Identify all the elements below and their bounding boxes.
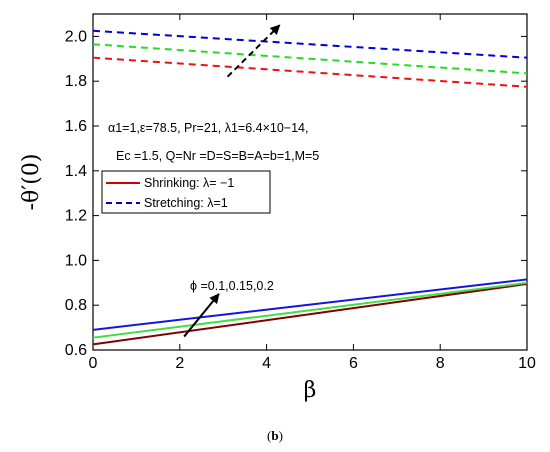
y-tick-label: 1.4 [65, 163, 87, 180]
y-axis-title: -θ′(0) [19, 154, 44, 211]
annotation-arrow-0 [226, 24, 281, 78]
x-tick-label: 2 [175, 355, 184, 372]
y-tick-label: 2.0 [65, 28, 87, 45]
legend-label-stretching: Stretching: λ=1 [144, 196, 228, 210]
x-tick-label: 4 [262, 355, 271, 372]
x-tick-label: 0 [89, 355, 98, 372]
series-line-shrinking-4 [92, 281, 528, 339]
annotation-arrows [183, 24, 281, 338]
annotation-arrow-1 [183, 293, 220, 338]
params-annotation-line2: Ec =1.5, Q=Nr =D=S=B=A=b=1,M=5 [116, 149, 319, 163]
params-annotation-line1: α1=1,ε=78.5, Pr=21, λ1=6.4×10−14, [108, 121, 308, 135]
y-tick-label: 1.8 [65, 73, 87, 90]
series-line-stretching-0 [92, 56, 528, 88]
x-axis-title: β [304, 378, 317, 403]
y-tick-label: 0.8 [65, 297, 87, 314]
x-tick-label: 10 [518, 355, 536, 372]
legend: Shrinking: λ= −1 Stretching: λ=1 [101, 170, 271, 214]
plot-frame [92, 13, 528, 351]
chart: 0 2 4 6 8 10 0.6 0.8 1.0 1.2 1.4 1.6 1.8 2.0 β -θ′(0)… [19, 13, 536, 403]
panel-label: (b) [267, 428, 283, 443]
axis-ticks: 0 2 4 6 8 10 0.6 0.8 1.0 1.2 1.4 1.6 1.8 2.0 [65, 14, 536, 372]
y-tick-label: 1.2 [65, 208, 87, 225]
phi-annotation: ϕ =0.1,0.15,0.2 [190, 279, 274, 293]
x-tick-label: 6 [349, 355, 358, 372]
legend-box [101, 170, 271, 214]
y-tick-label: 1.6 [65, 118, 87, 135]
series-line-shrinking-5 [92, 278, 528, 331]
x-tick-label: 8 [436, 355, 445, 372]
y-tick-label: 1.0 [65, 252, 87, 269]
series-line-stretching-2 [92, 29, 528, 59]
legend-label-shrinking: Shrinking: λ= −1 [144, 176, 234, 190]
y-tick-label: 0.6 [65, 342, 87, 359]
series-line-shrinking-3 [92, 282, 528, 346]
series-line-stretching-1 [92, 43, 528, 75]
series-lines [92, 29, 528, 346]
